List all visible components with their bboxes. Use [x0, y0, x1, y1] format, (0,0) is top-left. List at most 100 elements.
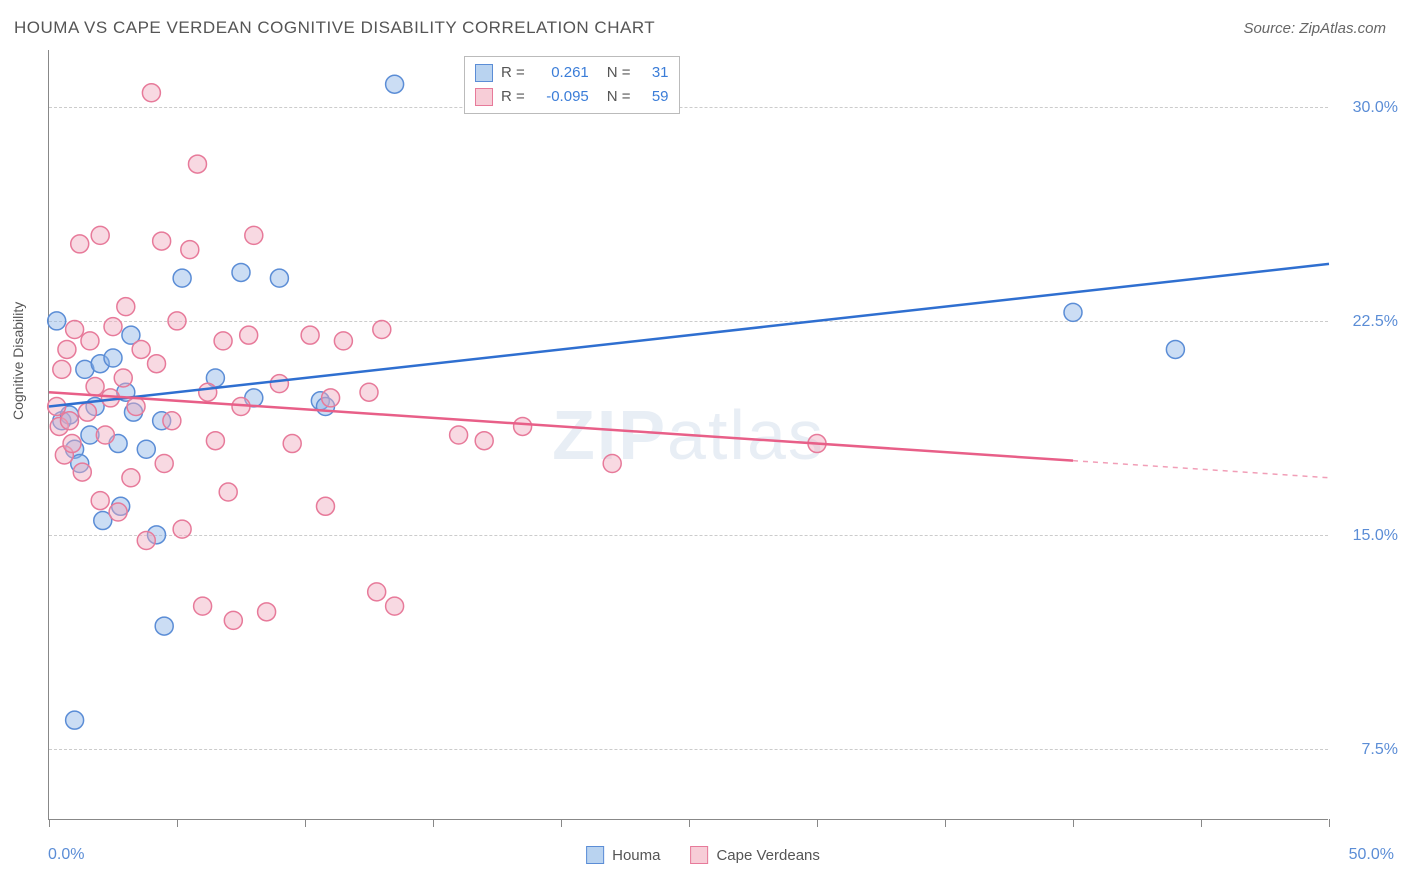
y-axis-label: Cognitive Disability — [10, 302, 26, 420]
legend-n-label: N = — [607, 61, 631, 85]
legend-row: R = -0.095 N = 59 — [475, 85, 669, 109]
data-point — [373, 320, 391, 338]
x-tick — [1073, 819, 1074, 827]
data-point — [258, 603, 276, 621]
data-point — [148, 355, 166, 373]
bottom-legend-item: Cape Verdeans — [690, 846, 819, 864]
data-point — [240, 326, 258, 344]
legend-r-value: -0.095 — [533, 85, 589, 109]
data-point — [368, 583, 386, 601]
data-point — [386, 75, 404, 93]
data-point — [194, 597, 212, 615]
data-point — [173, 520, 191, 538]
data-point — [127, 397, 145, 415]
x-tick — [49, 819, 50, 827]
y-tick-label: 7.5% — [1362, 741, 1398, 759]
data-point — [71, 235, 89, 253]
data-point — [514, 417, 532, 435]
data-point — [334, 332, 352, 350]
data-point — [109, 503, 127, 521]
scatter-chart-svg — [49, 50, 1328, 819]
data-point — [360, 383, 378, 401]
data-point — [224, 611, 242, 629]
data-point — [475, 432, 493, 450]
x-tick — [1201, 819, 1202, 827]
data-point — [114, 369, 132, 387]
legend-swatch — [475, 88, 493, 106]
data-point — [66, 711, 84, 729]
x-axis-min-label: 0.0% — [48, 846, 84, 864]
data-point — [270, 375, 288, 393]
data-point — [117, 298, 135, 316]
x-axis-max-label: 50.0% — [1349, 846, 1394, 864]
legend-n-value: 59 — [639, 85, 669, 109]
source-attribution: Source: ZipAtlas.com — [1243, 20, 1386, 37]
data-point — [66, 320, 84, 338]
data-point — [155, 455, 173, 473]
data-point — [188, 155, 206, 173]
data-point — [142, 84, 160, 102]
x-tick — [689, 819, 690, 827]
data-point — [58, 340, 76, 358]
chart-title: HOUMA VS CAPE VERDEAN COGNITIVE DISABILI… — [14, 18, 655, 38]
data-point — [270, 269, 288, 287]
data-point — [168, 312, 186, 330]
data-point — [48, 312, 66, 330]
data-point — [96, 426, 114, 444]
plot-area: 30.0%22.5%15.0%7.5% ZIPatlas R =0.261N =… — [48, 50, 1328, 820]
regression-line — [49, 392, 1073, 460]
x-tick — [817, 819, 818, 827]
data-point — [386, 597, 404, 615]
data-point — [155, 617, 173, 635]
legend-series-label: Cape Verdeans — [716, 847, 819, 864]
legend-r-label: R = — [501, 85, 525, 109]
data-point — [104, 349, 122, 367]
legend-box: R =0.261N =31R =-0.095N =59 — [464, 56, 680, 114]
legend-swatch — [690, 846, 708, 864]
data-point — [301, 326, 319, 344]
data-point — [132, 340, 150, 358]
data-point — [78, 403, 96, 421]
data-point — [283, 435, 301, 453]
legend-swatch — [586, 846, 604, 864]
data-point — [214, 332, 232, 350]
data-point — [450, 426, 468, 444]
data-point — [153, 232, 171, 250]
x-tick — [945, 819, 946, 827]
data-point — [104, 318, 122, 336]
data-point — [86, 378, 104, 396]
legend-swatch — [475, 64, 493, 82]
bottom-legend: Houma Cape Verdeans — [586, 846, 820, 864]
data-point — [603, 455, 621, 473]
x-tick — [177, 819, 178, 827]
legend-series-label: Houma — [612, 847, 660, 864]
legend-n-value: 31 — [639, 61, 669, 85]
y-tick-label: 22.5% — [1353, 313, 1398, 331]
data-point — [316, 497, 334, 515]
data-point — [245, 226, 263, 244]
data-point — [173, 269, 191, 287]
y-tick-label: 30.0% — [1353, 99, 1398, 117]
x-tick — [433, 819, 434, 827]
data-point — [73, 463, 91, 481]
y-tick-label: 15.0% — [1353, 527, 1398, 545]
data-point — [206, 432, 224, 450]
data-point — [91, 226, 109, 244]
legend-n-label: N = — [607, 85, 631, 109]
data-point — [137, 440, 155, 458]
data-point — [1166, 340, 1184, 358]
data-point — [199, 383, 217, 401]
data-point — [60, 412, 78, 430]
regression-line-extrapolated — [1073, 461, 1329, 478]
data-point — [53, 360, 71, 378]
legend-r-label: R = — [501, 61, 525, 85]
data-point — [1064, 303, 1082, 321]
x-tick — [561, 819, 562, 827]
data-point — [322, 389, 340, 407]
data-point — [137, 532, 155, 550]
data-point — [63, 435, 81, 453]
legend-row: R =0.261N =31 — [475, 61, 669, 85]
data-point — [81, 332, 99, 350]
x-tick — [1329, 819, 1330, 827]
data-point — [219, 483, 237, 501]
